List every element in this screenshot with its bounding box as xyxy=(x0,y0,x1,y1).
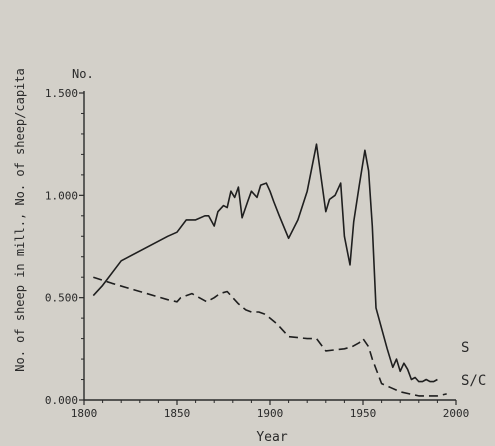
x-tick-label: 1900 xyxy=(257,407,284,420)
series-line-s-per-capita xyxy=(93,276,447,397)
y-axis-ticks: 0.000 0.500 1.000 1.500 xyxy=(45,87,84,407)
series-label-s-per-capita: S/C xyxy=(461,373,486,389)
x-tick-label: 2000 xyxy=(443,407,470,420)
series-labels: S S/C xyxy=(461,340,486,389)
y-unit-label: No. xyxy=(72,67,94,81)
x-tick-label: 1950 xyxy=(350,407,377,420)
series-label-s: S xyxy=(461,340,469,356)
series-layer xyxy=(92,143,447,397)
x-axis-label: Year xyxy=(256,430,287,445)
y-tick-label: 1.000 xyxy=(45,189,78,202)
series-line-s xyxy=(92,143,438,383)
y-tick-label: 0.500 xyxy=(45,292,78,305)
axes xyxy=(83,91,456,401)
y-tick-label: 1.500 xyxy=(45,87,78,100)
y-tick-label: 0.000 xyxy=(45,394,78,407)
x-axis-ticks: 1800 1850 1900 1950 2000 xyxy=(71,400,470,420)
y-axis-label: No. of sheep in mill., No. of sheep/capi… xyxy=(13,68,27,371)
x-tick-label: 1800 xyxy=(71,407,98,420)
x-tick-label: 1850 xyxy=(164,407,191,420)
